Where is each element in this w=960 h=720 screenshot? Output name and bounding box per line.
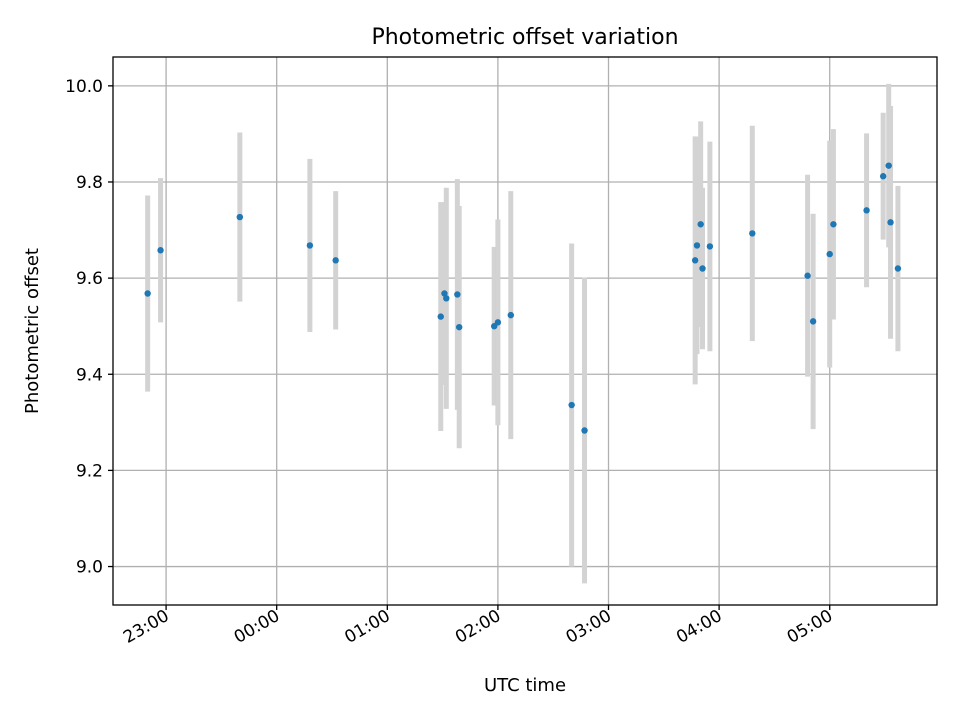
data-point — [691, 257, 699, 264]
data-point — [157, 247, 164, 254]
y-tick-label: 9.2 — [76, 461, 103, 481]
data-point — [697, 221, 704, 228]
data-point — [454, 291, 461, 298]
x-axis-label: UTC time — [484, 675, 566, 696]
data-point — [826, 250, 833, 258]
data-point — [809, 318, 817, 325]
data-point — [887, 219, 894, 226]
data-point — [568, 401, 575, 409]
data-point — [830, 221, 837, 228]
data-point — [507, 311, 515, 319]
x-tick-label: 00:00 — [231, 606, 283, 648]
x-tick-label: 02:00 — [452, 606, 504, 648]
data-point — [306, 242, 314, 249]
y-tick-label: 9.6 — [76, 269, 103, 289]
x-tick-label: 05:00 — [784, 606, 836, 648]
data-point — [437, 313, 444, 320]
data-point — [699, 265, 706, 272]
data-point — [885, 162, 892, 169]
data-point — [332, 257, 339, 264]
data-point — [144, 290, 151, 297]
data-point — [443, 295, 450, 302]
data-point — [455, 323, 463, 331]
data-points — [144, 162, 902, 434]
error-bars — [145, 83, 901, 584]
y-tick-label: 9.4 — [76, 365, 103, 385]
y-tick-label: 9.0 — [76, 558, 103, 578]
data-point — [441, 290, 448, 297]
y-axis-label: Photometric offset — [22, 248, 43, 414]
y-tick-label: 10.0 — [65, 77, 103, 97]
y-axis-ticks: 9.0 9.2 9.4 9.6 9.8 10.0 — [65, 77, 113, 578]
x-tick-label: 01:00 — [341, 606, 393, 648]
data-point — [804, 272, 811, 279]
data-point — [894, 265, 902, 272]
x-tick-label: 03:00 — [563, 606, 615, 648]
data-point — [879, 173, 887, 180]
data-point — [693, 242, 701, 249]
chart-title: Photometric offset variation — [371, 25, 678, 50]
x-axis-ticks: 23:00 00:00 01:00 02:00 03:00 04:00 05:00 — [120, 605, 836, 648]
y-tick-label: 9.8 — [76, 173, 103, 193]
plot-frame — [112, 56, 938, 606]
data-point — [706, 243, 714, 250]
data-point — [581, 427, 588, 434]
x-tick-label: 23:00 — [120, 606, 172, 648]
data-point — [236, 213, 244, 221]
x-tick-label: 04:00 — [673, 606, 725, 648]
data-point — [749, 230, 756, 237]
data-point — [863, 207, 870, 214]
data-point — [494, 319, 502, 326]
